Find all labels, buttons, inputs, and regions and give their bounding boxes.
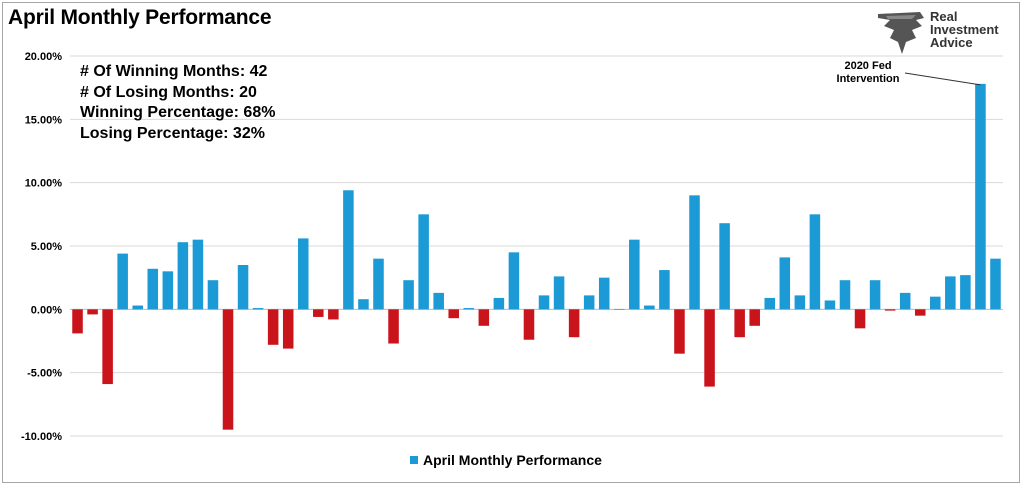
bar	[914, 309, 926, 316]
stat-losing-months: # Of Losing Months: 20	[80, 83, 257, 101]
bar	[117, 253, 128, 310]
bar	[824, 300, 836, 310]
bar	[613, 309, 625, 310]
bar	[478, 309, 490, 326]
legend: April Monthly Performance	[410, 452, 602, 468]
bar	[463, 308, 475, 310]
annotation-leader-line	[904, 72, 981, 86]
bar	[508, 252, 520, 310]
bar	[523, 309, 535, 340]
bar	[147, 268, 159, 310]
bar	[644, 305, 655, 310]
bar	[899, 292, 911, 310]
bar	[282, 309, 294, 349]
bar	[222, 309, 234, 430]
bar	[358, 299, 369, 310]
bar	[418, 214, 429, 310]
bar	[388, 309, 399, 344]
bar	[343, 190, 354, 310]
logo-line-1: Real	[930, 9, 958, 24]
bar	[884, 309, 896, 311]
stat-winning-percentage: Winning Percentage: 68%	[80, 104, 276, 121]
bar	[237, 265, 249, 310]
bar	[448, 309, 460, 319]
bar	[433, 292, 444, 310]
bar	[252, 308, 264, 310]
y-tick-label: 5.00%	[31, 241, 62, 253]
bar	[674, 309, 685, 354]
bar	[538, 295, 550, 310]
bar	[328, 309, 339, 320]
logo-line-2: Investment	[930, 22, 999, 37]
bar	[297, 238, 309, 310]
chart-title: April Monthly Performance	[8, 6, 272, 29]
bar	[267, 309, 279, 345]
bar	[132, 305, 143, 310]
bar	[493, 297, 505, 310]
y-tick-label: 15.00%	[25, 114, 63, 126]
logo-text: Real Investment Advice	[930, 10, 999, 49]
bar	[192, 239, 204, 310]
bar	[568, 309, 580, 338]
bar	[960, 275, 971, 310]
bar	[583, 295, 595, 310]
bar	[313, 309, 324, 317]
annotation-label: 2020 Fed Intervention	[820, 60, 916, 86]
stat-losing-percentage: Losing Percentage: 32%	[80, 124, 265, 142]
bar	[734, 309, 745, 338]
bar	[629, 239, 640, 310]
bar	[975, 83, 986, 310]
y-tick-label: -10.00%	[21, 431, 62, 443]
stats-box: # Of Winning Months: 42 # Of Losing Mont…	[80, 62, 275, 144]
y-tick-label: -5.00%	[27, 368, 62, 380]
bar	[177, 242, 189, 310]
y-tick-label: 0.00%	[31, 304, 62, 316]
annotation-line-1: 2020 Fed	[844, 60, 892, 72]
bar	[839, 280, 851, 310]
bar	[704, 309, 715, 387]
y-tick-label: 10.00%	[25, 178, 63, 190]
y-tick-label: 20.00%	[25, 51, 63, 63]
bar	[102, 309, 113, 385]
bar	[779, 257, 791, 310]
bar	[764, 297, 776, 310]
bar	[659, 270, 670, 310]
bar	[403, 280, 414, 310]
bar	[553, 276, 565, 310]
legend-swatch	[410, 456, 418, 464]
bar	[869, 280, 881, 310]
bar	[854, 309, 866, 329]
bar	[72, 309, 83, 334]
logo-line-3: Advice	[930, 35, 973, 50]
bar	[373, 258, 384, 310]
bar	[207, 280, 219, 310]
bar	[930, 296, 941, 310]
bar	[719, 223, 730, 310]
bar	[794, 295, 806, 310]
bar	[749, 309, 760, 326]
bar	[598, 277, 610, 310]
eagle-logo-icon	[878, 12, 924, 54]
annotation-line-2: Intervention	[836, 73, 900, 85]
bar	[945, 276, 956, 310]
bar	[990, 258, 1001, 310]
bar	[87, 309, 98, 315]
bar	[162, 271, 174, 310]
bar	[689, 195, 700, 310]
stat-winning-months: # Of Winning Months: 42	[80, 63, 268, 80]
bar	[809, 214, 821, 310]
legend-label: April Monthly Performance	[423, 452, 602, 468]
